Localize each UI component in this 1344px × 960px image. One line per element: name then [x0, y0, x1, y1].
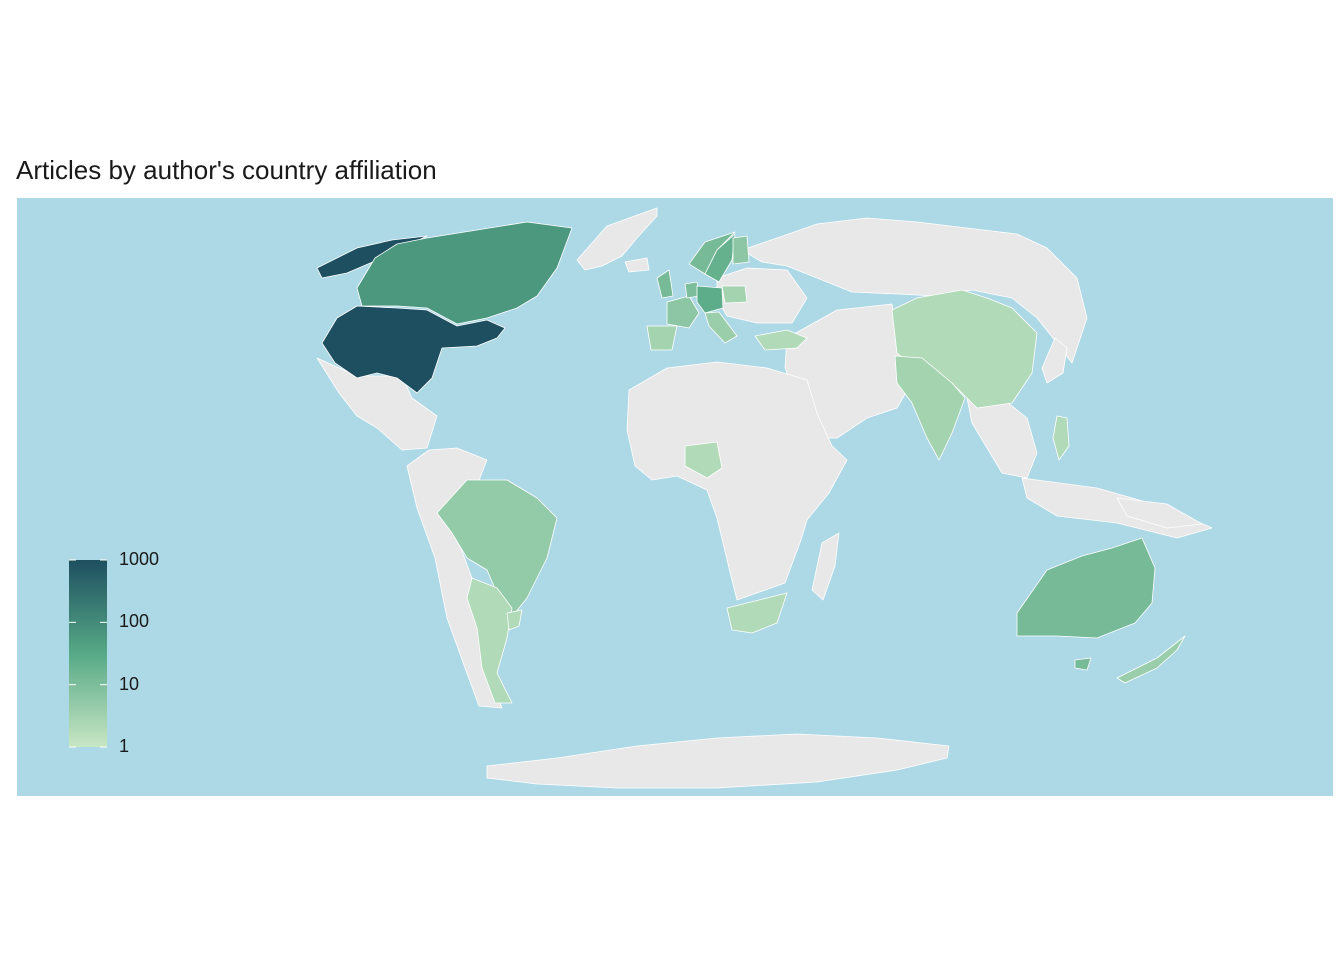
region-africa — [626, 361, 848, 601]
country-south-africa — [726, 592, 788, 634]
country-italy — [704, 311, 738, 344]
country-australia — [1016, 537, 1156, 639]
country-greenland — [576, 207, 658, 271]
country-spain — [646, 325, 678, 351]
country-usa — [321, 305, 506, 394]
country-tasmania — [1074, 657, 1092, 671]
country-japan — [1041, 337, 1068, 384]
country-brazil — [436, 479, 558, 624]
legend-label: 10 — [119, 673, 140, 694]
world-map — [17, 198, 1333, 796]
country-poland — [721, 285, 748, 304]
country-canada — [356, 221, 573, 325]
country-uk — [656, 269, 674, 299]
legend-label: 100 — [119, 611, 150, 632]
country-papua — [1116, 497, 1203, 529]
legend-label: 1000 — [119, 549, 160, 569]
legend — [69, 559, 107, 748]
country-norway — [688, 231, 736, 275]
map-panel: 1 10 100 1000 — [17, 198, 1333, 796]
country-germany — [696, 285, 724, 314]
country-uruguay — [506, 609, 523, 631]
country-finland — [732, 235, 750, 265]
region-southeast-asia — [966, 397, 1213, 539]
country-antarctica — [486, 733, 950, 789]
country-india — [894, 355, 966, 461]
country-france — [666, 295, 700, 329]
country-madagascar — [811, 532, 840, 601]
legend-label: 1 — [119, 736, 130, 756]
country-argentina — [466, 577, 513, 704]
region-iceland — [624, 257, 650, 273]
ocean — [17, 198, 1333, 796]
country-turkey — [754, 329, 808, 351]
country-philippines — [1052, 415, 1070, 461]
chart-title: Articles by author's country affiliation — [16, 155, 437, 185]
region-mexico-central-america — [316, 357, 438, 451]
country-nigeria — [684, 441, 723, 479]
legend-colorbar — [69, 560, 107, 747]
country-new-zealand — [1116, 635, 1186, 684]
